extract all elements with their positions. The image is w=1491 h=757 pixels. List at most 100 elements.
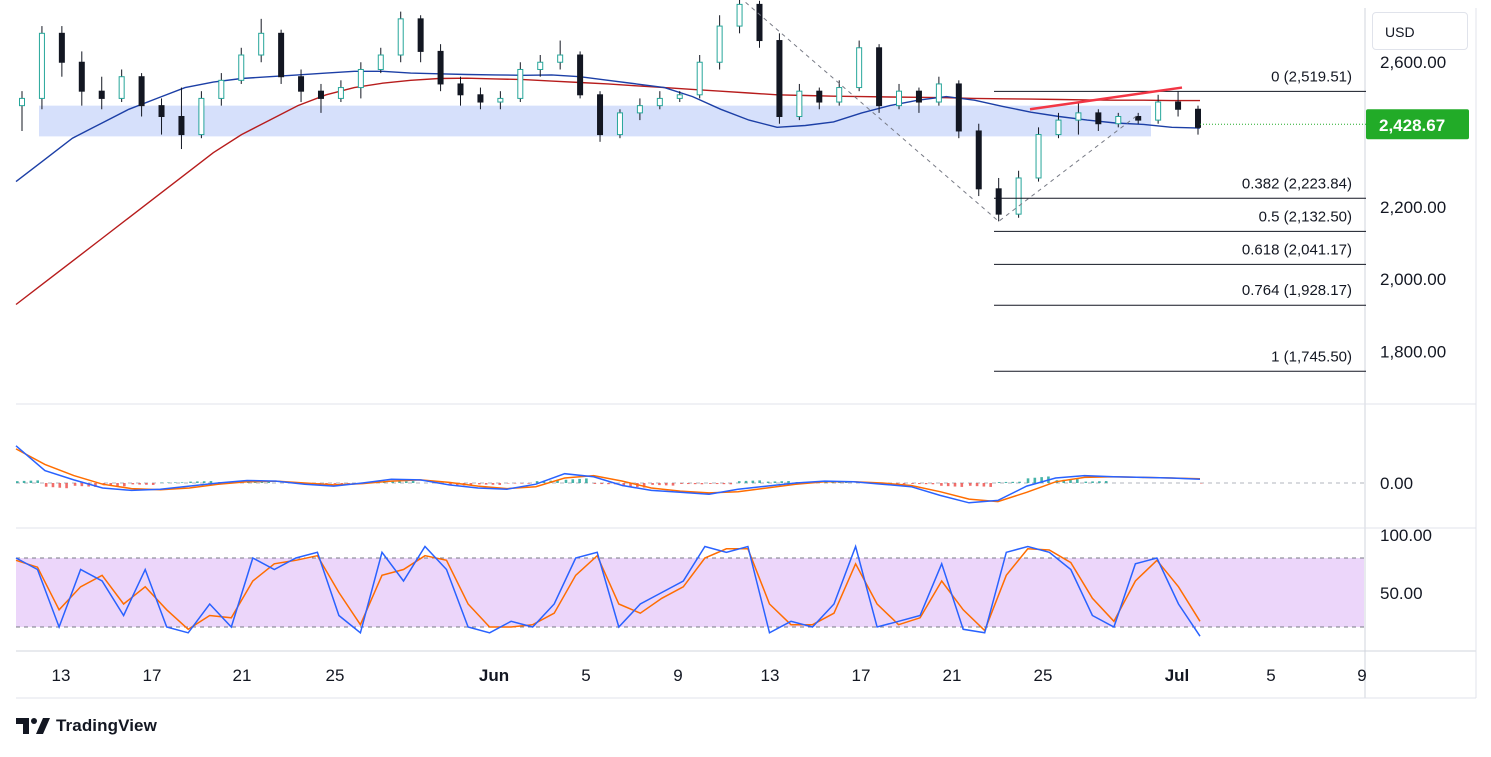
macd-histogram-bar bbox=[983, 483, 986, 487]
candle-body bbox=[1156, 102, 1161, 120]
fib-level-label: 0 (2,519.51) bbox=[1271, 68, 1352, 85]
macd-histogram-bar bbox=[74, 483, 77, 486]
macd-histogram-bar bbox=[989, 483, 992, 487]
macd-histogram-bar bbox=[960, 483, 963, 487]
candle-body bbox=[478, 95, 483, 102]
macd-histogram-bar bbox=[1105, 481, 1108, 483]
candle-body bbox=[1056, 120, 1061, 134]
macd-histogram-bar bbox=[651, 483, 654, 485]
candle-body bbox=[99, 91, 104, 98]
macd-histogram-bar bbox=[65, 483, 68, 488]
macd-histogram-bar bbox=[976, 483, 979, 486]
candle-body bbox=[179, 116, 184, 134]
macd-histogram-bar bbox=[723, 483, 726, 484]
tradingview-brand: TradingView bbox=[16, 714, 157, 738]
macd-histogram-bar bbox=[680, 483, 683, 484]
macd-histogram-bar bbox=[745, 481, 748, 483]
macd-histogram-bar bbox=[138, 483, 141, 485]
time-axis-label: 21 bbox=[943, 666, 962, 685]
candle-body bbox=[777, 41, 782, 117]
macd-histogram-bar bbox=[23, 481, 26, 483]
macd-histogram-bar bbox=[729, 483, 732, 484]
brand-name: TradingView bbox=[56, 716, 157, 736]
macd-histogram-bar bbox=[687, 483, 690, 484]
macd-histogram-bar bbox=[758, 480, 761, 483]
candle-body bbox=[79, 62, 84, 91]
macd-histogram-bar bbox=[918, 483, 921, 484]
time-axis-label: 17 bbox=[143, 666, 162, 685]
candle-body bbox=[717, 26, 722, 62]
macd-histogram-bar bbox=[911, 483, 914, 484]
macd-histogram-bar bbox=[594, 483, 597, 484]
candle-body bbox=[617, 113, 622, 135]
candle-body bbox=[498, 98, 503, 102]
macd-histogram-bar bbox=[30, 481, 33, 483]
candle-body bbox=[558, 55, 563, 62]
candle-body bbox=[916, 91, 921, 102]
macd-histogram-bar bbox=[123, 483, 126, 486]
macd-histogram-bar bbox=[709, 483, 712, 484]
candle-body bbox=[877, 48, 882, 106]
macd-histogram-bar bbox=[738, 481, 741, 483]
macd-histogram-bar bbox=[774, 481, 777, 483]
candle-body bbox=[159, 106, 164, 117]
macd-histogram-bar bbox=[998, 482, 1001, 483]
macd-histogram-bar bbox=[334, 483, 337, 484]
macd-histogram-bar bbox=[58, 483, 61, 488]
candle-body bbox=[358, 69, 363, 87]
candle-body bbox=[1036, 135, 1041, 178]
time-axis-label: 5 bbox=[581, 666, 590, 685]
support-zone bbox=[39, 106, 1151, 137]
time-axis-label: 9 bbox=[673, 666, 682, 685]
candle-body bbox=[817, 91, 822, 102]
macd-histogram-bar bbox=[752, 481, 755, 483]
fib-level-label: 0.764 (1,928.17) bbox=[1242, 282, 1352, 299]
macd-histogram-bar bbox=[716, 483, 719, 484]
time-axis-label: 21 bbox=[233, 666, 252, 685]
candle-body bbox=[299, 77, 304, 91]
macd-histogram-bar bbox=[405, 481, 408, 483]
macd-histogram-bar bbox=[947, 483, 950, 486]
time-axis-label: 13 bbox=[52, 666, 71, 685]
macd-histogram-bar bbox=[210, 481, 213, 483]
macd-axis-label: 0.00 bbox=[1380, 474, 1413, 493]
candle-body bbox=[518, 69, 523, 98]
macd-histogram-bar bbox=[527, 483, 530, 484]
macd-histogram-bar bbox=[1034, 478, 1037, 483]
candle-body bbox=[378, 55, 383, 69]
macd-histogram-bar bbox=[694, 483, 697, 484]
currency-button[interactable]: USD bbox=[1372, 12, 1468, 50]
macd-histogram-bar bbox=[1091, 481, 1094, 483]
macd-histogram-bar bbox=[940, 483, 943, 486]
candle-body bbox=[318, 91, 323, 98]
macd-histogram-bar bbox=[665, 483, 668, 485]
macd-signal-line bbox=[16, 449, 1200, 502]
price-axis-label: 2,600.00 bbox=[1380, 53, 1446, 72]
candle-body bbox=[677, 95, 682, 99]
macd-histogram-bar bbox=[116, 483, 119, 486]
candle-body bbox=[637, 106, 642, 113]
candle-body bbox=[976, 131, 981, 189]
candle-body bbox=[239, 55, 244, 80]
candle-body bbox=[1176, 102, 1181, 109]
candle-body bbox=[956, 84, 961, 131]
candle-body bbox=[59, 33, 64, 62]
fib-level-label: 1 (1,745.50) bbox=[1271, 348, 1352, 365]
candle-body bbox=[757, 4, 762, 40]
macd-histogram-bar bbox=[578, 479, 581, 483]
candle-body bbox=[119, 77, 124, 99]
macd-histogram-bar bbox=[658, 483, 661, 485]
candle-body bbox=[418, 19, 423, 52]
macd-histogram-bar bbox=[398, 481, 401, 483]
candle-body bbox=[279, 33, 284, 76]
fib-level-label: 0.382 (2,223.84) bbox=[1242, 175, 1352, 192]
candle-body bbox=[259, 33, 264, 55]
candle-body bbox=[538, 62, 543, 69]
macd-histogram-bar bbox=[954, 483, 957, 487]
candle-body bbox=[1116, 116, 1121, 123]
macd-histogram-bar bbox=[521, 483, 524, 484]
macd-histogram-bar bbox=[145, 483, 148, 485]
macd-histogram-bar bbox=[132, 483, 135, 484]
